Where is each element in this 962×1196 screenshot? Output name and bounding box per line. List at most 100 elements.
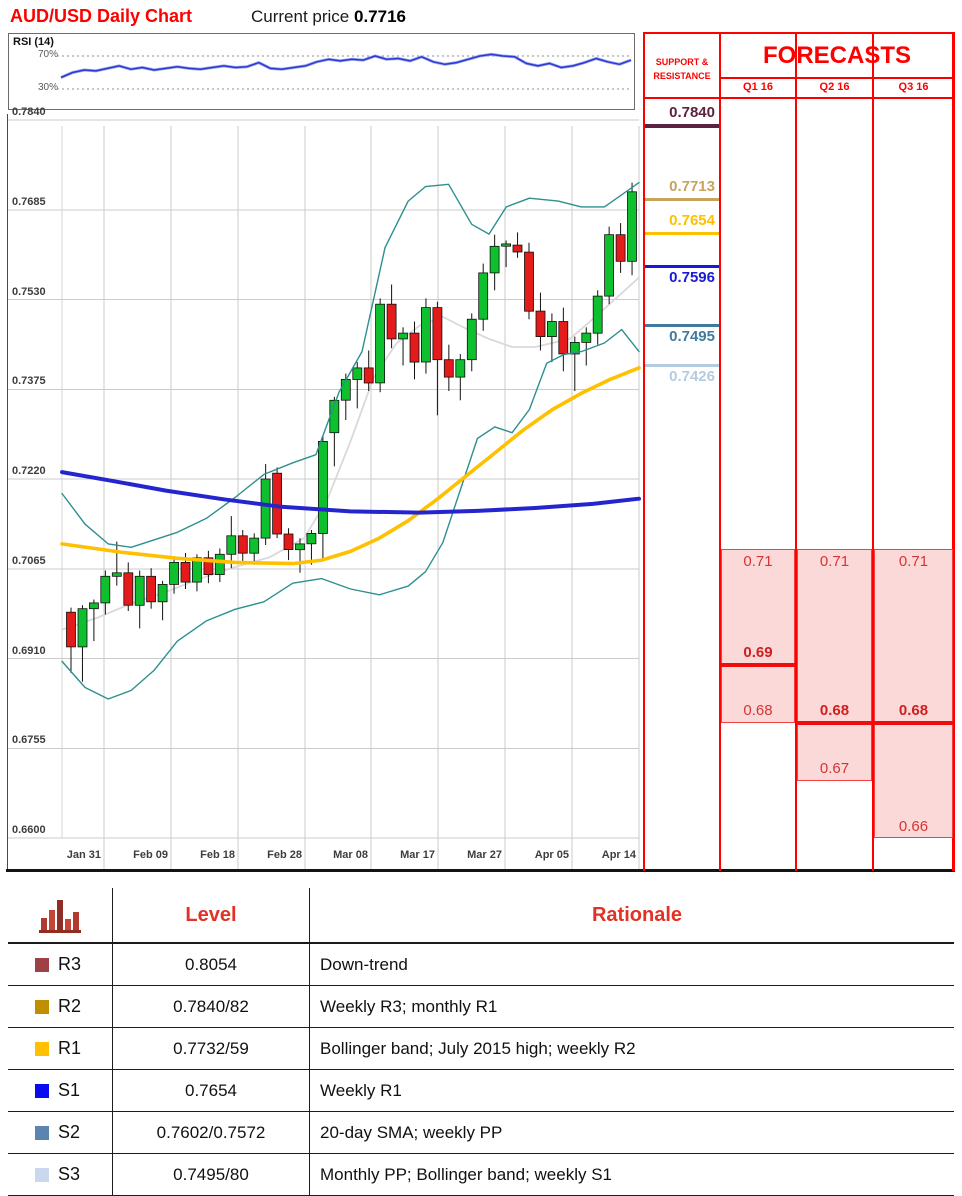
candle-body-up	[592, 295, 603, 334]
panel-vertical-border	[952, 32, 955, 871]
level-rationale: Weekly R1	[320, 1080, 402, 1100]
level-value: 0.7732/59	[113, 1028, 310, 1069]
forecast-point-line	[721, 663, 795, 667]
candle	[627, 182, 637, 276]
candle-body-up	[569, 341, 580, 355]
candle-body-up	[191, 557, 202, 583]
level-key-cell: R2	[8, 986, 113, 1027]
candle	[478, 263, 489, 331]
forecast-quarter-label: Q2 16	[819, 81, 850, 93]
forecast-title-divider	[721, 77, 955, 79]
sr-level-line	[645, 324, 719, 327]
candle-body-down	[524, 251, 534, 312]
candle-body-up	[489, 245, 500, 274]
candle	[214, 548, 225, 583]
candle	[123, 562, 134, 611]
candle-body-up	[340, 378, 351, 401]
level-color-swatch	[35, 1041, 49, 1056]
candle-body-down	[203, 557, 214, 575]
candle-body-down	[558, 321, 569, 355]
chart-bottom-border	[6, 869, 955, 872]
level-value: 0.7654	[113, 1070, 310, 1111]
candle	[283, 528, 294, 561]
candle-body-up	[100, 575, 111, 604]
candle-body-up	[547, 321, 557, 338]
x-axis-label: Feb 18	[200, 849, 235, 861]
y-axis-label: 0.7685	[12, 196, 46, 208]
x-axis-label: Feb 28	[267, 849, 302, 861]
rsi-upper-tick: 70%	[37, 49, 58, 60]
x-axis-label: Apr 05	[534, 849, 569, 861]
y-axis-label: 0.6755	[12, 734, 46, 746]
candle-body-up	[478, 272, 489, 320]
forecast-high-value: 0.71	[898, 553, 929, 570]
level-color-swatch	[35, 1083, 49, 1098]
rsi-plot	[57, 52, 632, 90]
candle-body-up	[306, 532, 317, 545]
candle-body-up	[111, 572, 122, 577]
sr-level-label: 0.7713	[669, 178, 715, 195]
forecast-high-value: 0.71	[819, 553, 850, 570]
candle-body-up	[352, 367, 363, 380]
levels-table: Level Rationale R3 0.8054 Down-trend R2 0.78…	[8, 888, 954, 1196]
table-row: R2 0.7840/82 Weekly R3; monthly R1	[8, 986, 954, 1028]
candle-body-up	[169, 561, 180, 585]
level-color-swatch	[35, 1167, 49, 1182]
table-row: S1 0.7654 Weekly R1	[8, 1070, 954, 1112]
level-color-swatch	[35, 957, 49, 972]
candle	[524, 242, 534, 320]
panel-vertical-border	[795, 32, 797, 871]
forecast-quarter-label: Q3 16	[898, 81, 929, 93]
candle	[558, 307, 569, 372]
candle-body-up	[77, 608, 88, 648]
level-key-cell: R1	[8, 1028, 113, 1069]
candle-body-up	[501, 243, 512, 247]
candle-body-down	[123, 572, 134, 606]
level-rationale: Bollinger band; July 2015 high; weekly R…	[320, 1038, 636, 1058]
level-key: R2	[58, 996, 82, 1016]
candle-body-down	[146, 575, 157, 603]
candle-body-down	[512, 244, 523, 253]
candle	[420, 298, 431, 374]
table-row: S3 0.7495/80 Monthly PP; Bollinger band; w…	[8, 1154, 954, 1196]
candle-body-up	[627, 191, 637, 262]
candle	[203, 550, 214, 584]
level-color-swatch	[35, 999, 49, 1014]
candle	[295, 538, 305, 573]
sr-level-label: 0.7840	[669, 104, 715, 121]
sma-200-line	[60, 470, 641, 515]
candle	[512, 232, 523, 258]
candle	[237, 530, 248, 562]
forecast-quarter-label: Q1 16	[743, 81, 773, 93]
rsi-label: RSI (14)	[13, 36, 54, 48]
sr-level-line	[645, 124, 719, 128]
candle	[386, 284, 397, 349]
forecast-point-value: 0.68	[819, 702, 850, 719]
sma-100-line	[60, 366, 641, 566]
sr-header-line1: SUPPORT &	[655, 57, 709, 67]
candle	[249, 533, 260, 565]
candle-body-up	[295, 543, 305, 551]
candle-body-up	[581, 332, 592, 343]
rsi-lower-tick: 30%	[37, 82, 58, 93]
forecast-range	[721, 549, 795, 723]
forecast-point-value: 0.68	[898, 702, 929, 719]
x-axis-label: Mar 27	[467, 849, 502, 861]
forecast-low-value: 0.66	[898, 818, 929, 835]
candle	[547, 313, 557, 363]
level-key-cell: R3	[8, 944, 113, 985]
level-color-swatch	[35, 1125, 49, 1140]
candle-body-up	[249, 537, 260, 554]
candle-body-down	[237, 535, 248, 554]
candle	[146, 568, 157, 609]
candle-body-up	[604, 234, 614, 297]
level-key-cell: S3	[8, 1154, 113, 1195]
candle	[169, 558, 180, 594]
sr-level-line	[645, 198, 719, 201]
candle	[363, 350, 374, 391]
candle	[317, 435, 328, 559]
level-rationale: Weekly R3; monthly R1	[320, 996, 498, 1016]
candle	[134, 570, 145, 629]
rsi-panel	[8, 33, 635, 110]
panel-vertical-border	[719, 32, 721, 871]
